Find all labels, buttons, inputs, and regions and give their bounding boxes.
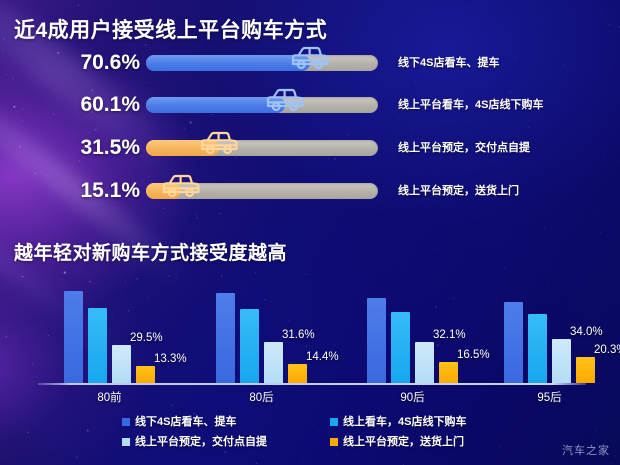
legend-label: 线上看车，4S店线下购车 (343, 416, 467, 429)
legend-label: 线下4S店看车、提车 (135, 416, 237, 429)
legend-swatch-icon (122, 437, 130, 446)
progress-bar-label: 线下4S店看车、提车 (398, 57, 500, 69)
progress-bar-fill (146, 97, 286, 113)
chart-bar (552, 339, 571, 383)
chart-bar-value-label: 31.6% (282, 329, 315, 342)
progress-bar-row: 15.1% 线上平台预定，送货上门 (0, 174, 620, 206)
legend-item[interactable]: 线下4S店看车、提车 (122, 414, 236, 431)
car-icon (196, 128, 242, 158)
legend-item[interactable]: 线上平台预定，交付点自提 (122, 434, 267, 451)
legend-label: 线上平台预定，送货上门 (343, 436, 464, 449)
legend-item[interactable]: 线上平台预定，送货上门 (330, 434, 464, 451)
chart-bar (216, 292, 235, 383)
legend-item[interactable]: 线上看车，4S店线下购车 (330, 414, 466, 431)
progress-bar-track (146, 88, 378, 113)
chart-bar (528, 313, 547, 383)
progress-bar-row: 60.1% 线上平台看车，4S店线下购车 (0, 88, 620, 120)
car-icon (287, 43, 333, 73)
progress-bar-value: 31.5% (80, 136, 140, 159)
chart-bar (367, 297, 386, 383)
progress-bar-value: 60.1% (80, 93, 140, 116)
chart-category-label: 80后 (249, 392, 274, 404)
progress-bar-track (146, 174, 378, 199)
chart-bar (264, 342, 283, 383)
legend-swatch-icon (122, 417, 130, 426)
chart-baseline-axis (38, 383, 586, 385)
chart-bar (136, 365, 155, 383)
progress-bar-value: 70.6% (80, 51, 140, 74)
chart-category-label: 90后 (400, 392, 425, 404)
chart-legend: 线下4S店看车、提车 线上看车，4S店线下购车线上平台预定，交付点自提 线上平台预定… (0, 414, 620, 454)
chart-bar (391, 311, 410, 383)
chart-bar (415, 341, 434, 383)
chart-bar-value-label: 13.3% (154, 352, 187, 365)
chart-bar-value-label: 34.0% (570, 326, 603, 338)
progress-bar-fill (146, 140, 220, 156)
chart-category-label: 80前 (97, 392, 122, 404)
chart-bar (576, 356, 595, 383)
chart-bar-value-label: 14.4% (306, 351, 339, 364)
chart-bar (288, 364, 307, 383)
chart-bar (240, 309, 259, 383)
progress-bar-row: 31.5% 线上平台预定，交付点自提 (0, 131, 620, 163)
watermark: 汽车之家 (562, 445, 610, 457)
progress-bar-track (146, 46, 378, 71)
chart-bar (112, 344, 131, 383)
progress-bar-value: 15.1% (80, 179, 140, 202)
chart-bar (504, 301, 523, 383)
chart-bar-value-label: 16.5% (457, 348, 490, 361)
section2-title: 越年轻对新购车方式接受度越高 (14, 243, 288, 264)
chart-bar (64, 291, 83, 383)
legend-swatch-icon (330, 417, 338, 426)
chart-bar-value-label: 29.5% (130, 331, 163, 344)
chart-category-label: 95后 (537, 392, 562, 404)
chart-bar (88, 308, 107, 383)
section1-title: 近4成用户接受线上平台购车方式 (14, 19, 328, 42)
chart-bar-value-label: 20.3% (594, 343, 620, 356)
car-icon (262, 85, 308, 115)
chart-bar-value-label: 32.1% (433, 328, 466, 341)
progress-bar-label: 线上平台预定，交付点自提 (398, 142, 530, 154)
legend-swatch-icon (330, 437, 338, 446)
progress-bar-row: 70.6% 线下4S店看车、提车 (0, 46, 620, 78)
grouped-bar-chart: 29.5% 13.3% 31.6% 14.4% 32.1% 16.5% 34.0% 20.3%… (0, 262, 620, 407)
chart-bar (439, 361, 458, 383)
progress-bar-label: 线上平台看车，4S店线下购车 (398, 99, 544, 111)
car-icon (158, 171, 204, 201)
progress-bar-label: 线上平台预定，送货上门 (398, 185, 519, 197)
progress-bar-fill (146, 55, 310, 71)
legend-label: 线上平台预定，交付点自提 (135, 436, 267, 449)
progress-bar-track (146, 131, 378, 156)
